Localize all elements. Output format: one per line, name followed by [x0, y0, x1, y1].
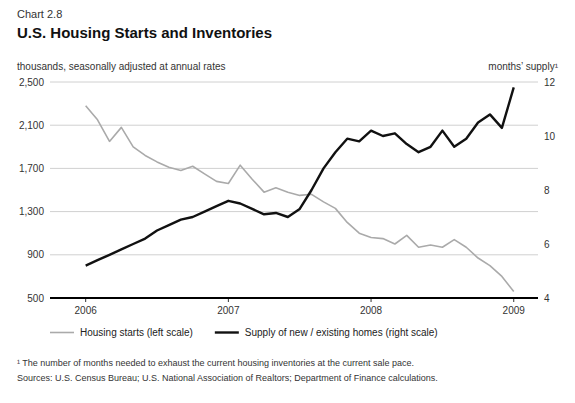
title: U.S. Housing Starts and Inventories — [17, 24, 272, 41]
legend-label: Housing starts (left scale) — [80, 327, 193, 338]
x-tick-label: 2007 — [217, 305, 240, 316]
x-tick-label: 2008 — [360, 305, 383, 316]
grid-line — [50, 82, 538, 83]
legend-swatch — [50, 332, 74, 334]
y2-tick-label: 10 — [544, 131, 556, 142]
series-line — [86, 106, 514, 292]
y-tick-label: 900 — [27, 249, 44, 260]
y2-tick-label: 4 — [544, 293, 550, 304]
series-line — [86, 87, 514, 265]
subtitle: Chart 2.8 — [17, 8, 62, 20]
y-axis-label: thousands, seasonally adjusted at annual… — [17, 61, 225, 72]
footnote: Sources: U.S. Census Bureau; U.S. Nation… — [17, 373, 438, 383]
legend-label: Supply of new / existing homes (right sc… — [245, 327, 438, 338]
y2-tick-label: 12 — [544, 77, 556, 88]
y-tick-label: 2,100 — [19, 120, 44, 131]
y-tick-label: 500 — [27, 293, 44, 304]
y-tick-label: 1,300 — [19, 206, 44, 217]
y2-axis-label: months’ supply¹ — [488, 61, 558, 72]
x-tick-label: 2009 — [503, 305, 526, 316]
chart: Chart 2.8 U.S. Housing Starts and Invento… — [0, 0, 575, 403]
y2-tick-label: 8 — [544, 185, 550, 196]
grid-line — [50, 298, 538, 299]
y2-tick-label: 6 — [544, 239, 550, 250]
grid-line — [50, 168, 538, 169]
y-tick-label: 1,700 — [19, 163, 44, 174]
legend-swatch — [215, 331, 239, 333]
x-tick-label: 2006 — [75, 305, 98, 316]
grid-line — [50, 125, 538, 126]
series-group — [86, 87, 514, 291]
legend: Housing starts (left scale) Supply of new… — [50, 327, 438, 338]
grid-line — [50, 254, 538, 255]
x-axis-line — [50, 297, 538, 299]
y-tick-label: 2,500 — [19, 77, 44, 88]
grid — [50, 82, 538, 298]
footnote: ¹ The number of months needed to exhaust… — [17, 358, 414, 368]
